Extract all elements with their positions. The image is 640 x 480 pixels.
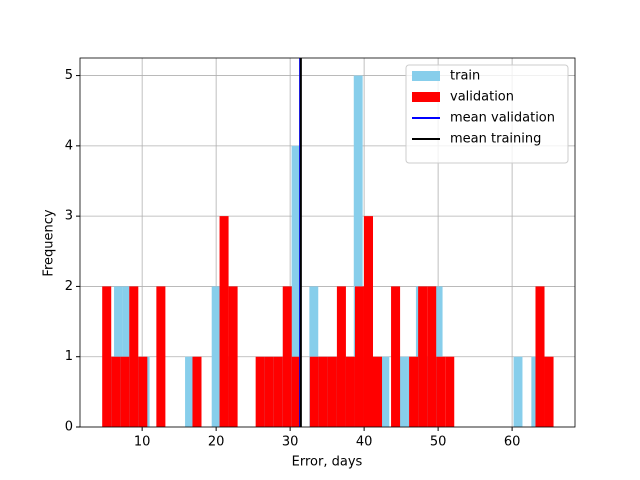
bar xyxy=(373,356,383,427)
bar xyxy=(345,356,355,427)
x-axis-label: Error, days xyxy=(292,455,363,470)
bar xyxy=(336,286,346,427)
bar xyxy=(129,286,139,427)
bar xyxy=(219,216,229,427)
plot-frame xyxy=(79,57,576,428)
y-tick-label: 0 xyxy=(65,420,73,435)
bar xyxy=(111,356,121,427)
bar xyxy=(255,356,265,427)
x-tick-label: 20 xyxy=(208,435,225,450)
bar xyxy=(156,286,166,427)
y-axis-label: Frequency xyxy=(42,209,57,276)
bar xyxy=(391,286,401,427)
bar xyxy=(354,286,364,427)
legend-swatch xyxy=(412,92,440,102)
bar xyxy=(544,356,554,427)
bar xyxy=(398,356,408,427)
x-tick-label: 40 xyxy=(356,435,373,450)
x-tick-label: 50 xyxy=(430,435,447,450)
bar xyxy=(185,356,194,427)
bar xyxy=(309,356,319,427)
bar xyxy=(363,216,374,427)
bar xyxy=(409,356,419,427)
x-tick-label: 10 xyxy=(134,435,151,450)
legend-swatch xyxy=(412,71,440,81)
y-tick-label: 2 xyxy=(65,279,73,294)
bar xyxy=(436,356,446,427)
bar xyxy=(513,356,523,427)
legend-label: train xyxy=(450,69,480,84)
legend-box xyxy=(405,64,569,164)
bar xyxy=(318,356,328,427)
bar xyxy=(264,356,274,427)
bar xyxy=(418,286,428,427)
y-tick-label: 1 xyxy=(65,349,73,364)
bar xyxy=(380,356,390,427)
bar xyxy=(273,356,283,427)
legend-label: validation xyxy=(450,90,514,105)
bar xyxy=(228,286,238,427)
bar xyxy=(291,356,301,427)
legend-label: mean training xyxy=(450,132,541,147)
bar xyxy=(192,356,202,427)
bar xyxy=(535,286,545,427)
y-tick-label: 5 xyxy=(65,68,73,83)
bar xyxy=(327,356,337,427)
y-tick-label: 3 xyxy=(65,209,73,224)
y-tick-label: 4 xyxy=(65,138,73,153)
bar xyxy=(211,286,221,427)
x-tick-label: 30 xyxy=(282,435,299,450)
bar xyxy=(282,286,292,427)
bar xyxy=(445,356,455,427)
bar xyxy=(138,356,148,427)
x-tick-label: 60 xyxy=(504,435,521,450)
legend-label: mean validation xyxy=(450,111,555,126)
bar xyxy=(102,286,112,427)
bar xyxy=(120,356,130,427)
bar xyxy=(291,145,301,427)
bar xyxy=(353,75,363,428)
bar xyxy=(427,286,437,427)
